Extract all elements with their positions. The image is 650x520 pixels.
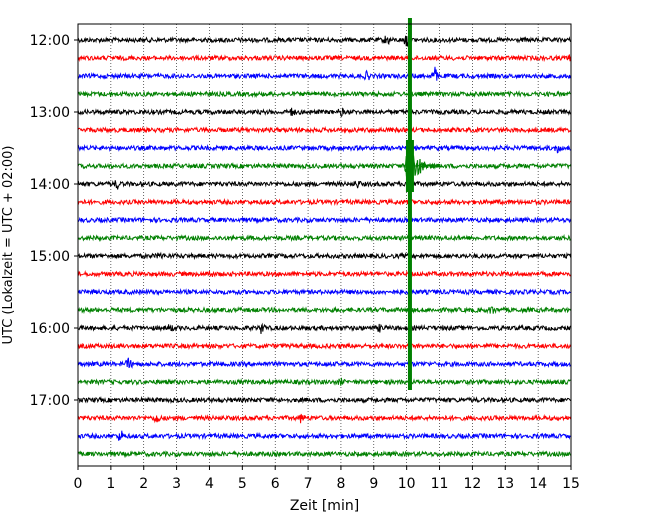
traces	[77, 35, 572, 459]
x-tick-label: 9	[369, 476, 378, 492]
x-tick-label: 3	[172, 476, 181, 492]
x-tick-label: 13	[496, 476, 514, 492]
x-tick-label: 14	[529, 476, 547, 492]
x-tick-label: 0	[74, 476, 83, 492]
trace-1445	[77, 233, 571, 243]
trace-1315	[77, 125, 571, 134]
trace-1300	[77, 107, 572, 118]
x-tick-label: 15	[562, 476, 580, 492]
trace-1330	[77, 143, 571, 154]
x-tick-label: 5	[238, 476, 247, 492]
y-tick-label: 12:00	[30, 33, 70, 49]
y-tick-label: 16:00	[30, 321, 70, 337]
y-axis-title: UTC (Lokalzeit = UTC + 02:00)	[1, 146, 16, 345]
event-spike	[407, 18, 412, 390]
trace-1200	[77, 35, 572, 47]
trace-1700	[77, 395, 571, 405]
x-axis-title: Zeit [min]	[290, 498, 359, 514]
trace-1400	[77, 179, 571, 190]
x-tick-label: 10	[398, 476, 416, 492]
x-tick-label: 1	[106, 476, 115, 492]
trace-1230	[77, 66, 572, 81]
y-tick-label: 14:00	[30, 177, 70, 193]
trace-1715	[77, 413, 572, 424]
y-tick-label: 17:00	[30, 393, 70, 409]
y-tick-label: 13:00	[30, 105, 70, 121]
x-tick-label: 12	[463, 476, 481, 492]
x-tick-label: 8	[336, 476, 345, 492]
trace-1600	[77, 322, 572, 335]
trace-1630	[77, 357, 571, 369]
x-tick-label: 4	[205, 476, 214, 492]
trace-1515	[77, 269, 572, 278]
trace-1545	[77, 305, 572, 315]
y-axis: 12:00 13:00 14:00 15:00 16:00 17:00	[30, 33, 78, 409]
trace-1645	[77, 377, 571, 386]
trace-1430	[77, 216, 572, 225]
trace-1415	[77, 197, 571, 207]
x-tick-label: 2	[139, 476, 148, 492]
trace-1345	[77, 153, 572, 175]
x-tick-label: 11	[431, 476, 449, 492]
trace-1215	[77, 53, 572, 63]
x-tick-label: 6	[271, 476, 280, 492]
trace-1730	[77, 430, 571, 441]
plot-frame	[77, 23, 572, 467]
event-peak	[405, 140, 414, 192]
main-event	[404, 18, 441, 390]
trace-1245	[77, 89, 571, 99]
trace-1615	[77, 342, 572, 351]
trace-1530	[77, 288, 571, 297]
trace-1500	[78, 251, 572, 261]
y-tick-label: 15:00	[30, 249, 70, 265]
x-tick-label: 7	[304, 476, 313, 492]
x-axis: 0 1 2 3 4 5 6 7 8 9 10 11 12 13 14 15	[74, 466, 580, 492]
trace-1745	[77, 450, 571, 459]
